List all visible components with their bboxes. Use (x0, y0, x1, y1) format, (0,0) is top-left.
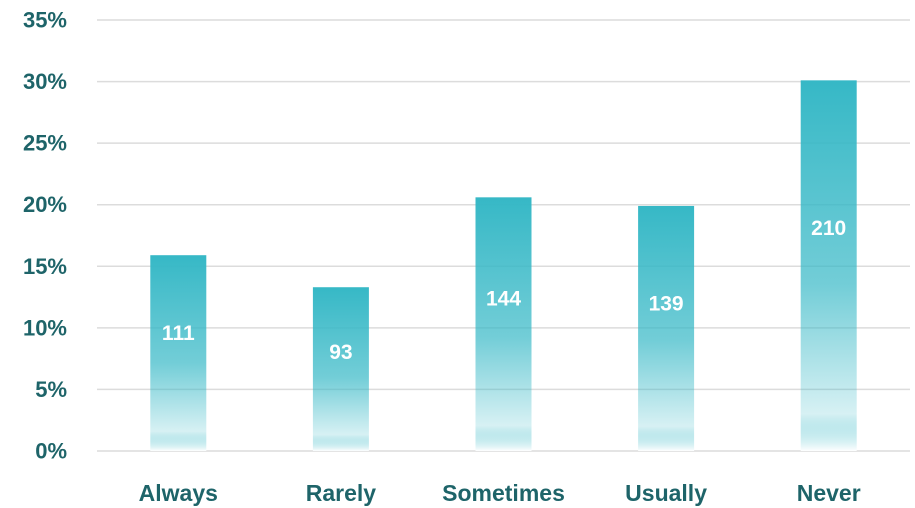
y-tick-label: 35% (23, 8, 67, 33)
bar-data-label: 139 (649, 292, 684, 315)
y-tick-label: 25% (23, 131, 67, 156)
bar-always (150, 255, 207, 451)
bars: 111 93 144 139 210 (150, 80, 857, 451)
y-tick-label: 10% (23, 315, 67, 340)
bar-usually (638, 205, 695, 451)
bar-data-label: 111 (162, 322, 195, 345)
bar-sometimes (475, 197, 532, 451)
x-category-label: Usually (625, 480, 707, 506)
x-category-label: Never (797, 480, 861, 506)
y-tick-label: 15% (23, 254, 67, 279)
y-tick-label: 20% (23, 192, 67, 217)
y-tick-label: 5% (35, 377, 67, 402)
bar-data-label: 93 (329, 341, 352, 364)
bar-rarely (312, 287, 369, 451)
y-axis-tick-labels: 0% 5% 10% 15% 20% 25% 30% 35% (23, 8, 67, 464)
y-tick-label: 30% (23, 69, 67, 94)
x-axis-category-labels: Always Rarely Sometimes Usually Never (139, 480, 861, 506)
bar-data-label: 144 (486, 287, 521, 310)
x-category-label: Always (139, 480, 218, 506)
bar-never (800, 80, 857, 451)
x-category-label: Sometimes (442, 480, 565, 506)
y-tick-label: 0% (35, 439, 67, 464)
bar-data-label: 210 (811, 217, 846, 240)
x-category-label: Rarely (306, 480, 377, 506)
